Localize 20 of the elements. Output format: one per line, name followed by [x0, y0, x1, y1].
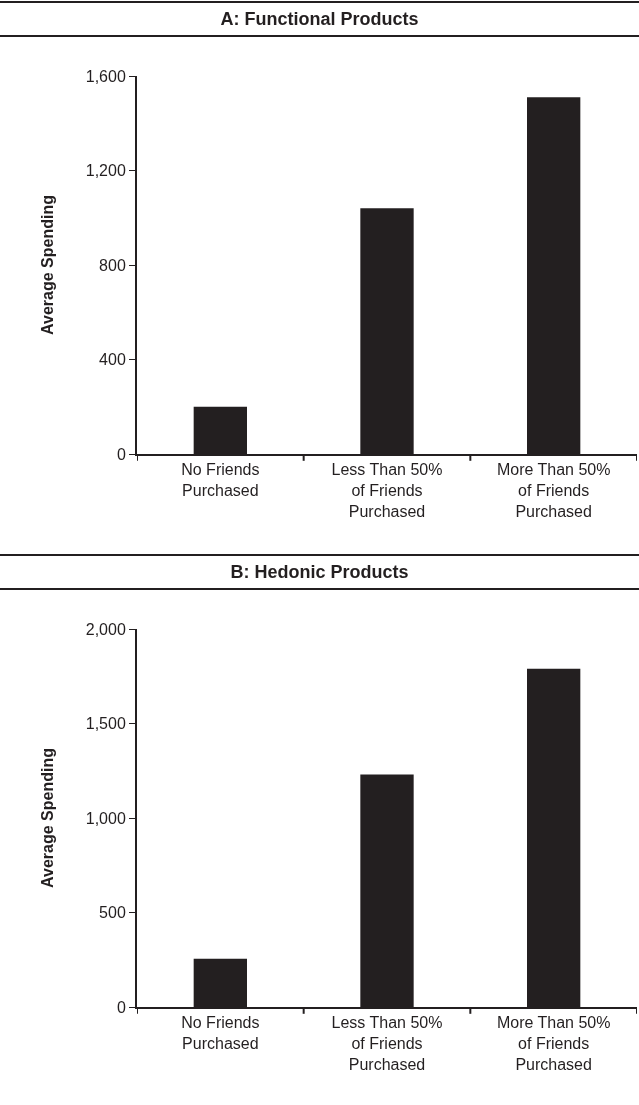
- y-tick-label: 2,000: [85, 620, 126, 638]
- chart-title: B: Hedonic Products: [0, 554, 639, 590]
- y-tick-label: 1,000: [85, 809, 126, 827]
- y-tick-label: 1,500: [85, 715, 126, 733]
- chart-title: A: Functional Products: [0, 1, 639, 37]
- x-tick-label: More Than 50% of Friends Purchased: [496, 1014, 611, 1073]
- y-tick-label: 400: [99, 351, 126, 369]
- y-tick-label: 800: [99, 256, 126, 274]
- x-tick-label: No Friends Purchased: [181, 1014, 260, 1052]
- y-tick-label: 1,200: [85, 162, 126, 180]
- x-tick-label: Less Than 50% of Friends Purchased: [331, 1014, 443, 1073]
- y-axis-title: Average Spending: [39, 748, 57, 888]
- x-tick-label: No Friends Purchased: [181, 461, 260, 499]
- x-tick-label: Less Than 50% of Friends Purchased: [331, 461, 443, 520]
- y-tick-label: 500: [99, 904, 126, 922]
- x-tick-label: More Than 50% of Friends Purchased: [496, 461, 611, 520]
- y-tick-label: 1,600: [85, 67, 126, 85]
- y-tick-label: 0: [116, 998, 126, 1016]
- y-axis-title: Average Spending: [39, 195, 57, 335]
- y-tick-label: 0: [116, 445, 126, 463]
